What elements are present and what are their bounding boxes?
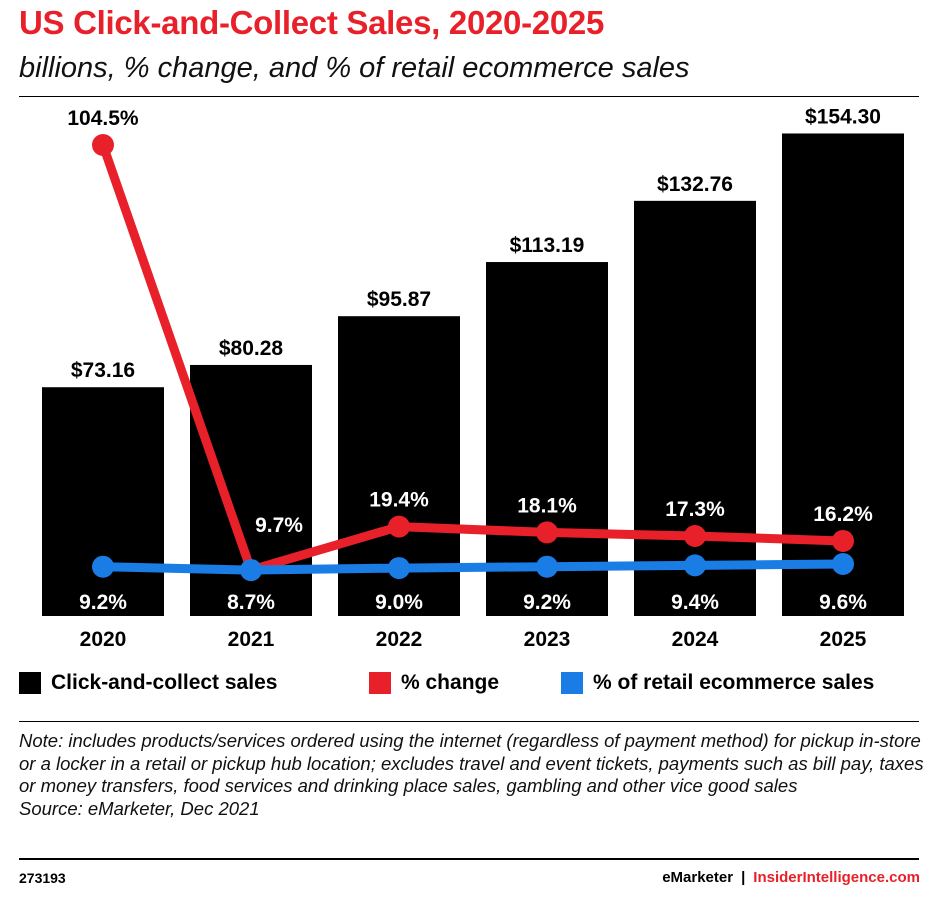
share-line (98, 559, 848, 575)
change-point-2025 (832, 529, 854, 552)
x-tick-label-2025: 2025 (820, 628, 867, 651)
footer-brand: eMarketer | InsiderIntelligence.com (662, 869, 920, 886)
chart-title: US Click-and-Collect Sales, 2020-2025 (19, 4, 605, 41)
x-tick-label-2023: 2023 (524, 628, 571, 651)
chart-plot: $73.16 $80.28 $95.87 $113.19 $132.76 $154.30 2… (42, 105, 904, 651)
legend-swatch-change (369, 672, 391, 694)
bar-label-2023: $113.19 (510, 234, 585, 257)
change-label-2021: 9.7% (255, 514, 303, 537)
share-point-2021 (240, 559, 262, 582)
note-divider (19, 721, 919, 722)
share-label-2023: 9.2% (523, 591, 571, 614)
share-point-2024 (684, 554, 706, 577)
share-point-2020 (92, 555, 114, 578)
change-label-2023: 18.1% (517, 494, 577, 517)
bar-label-2020: $73.16 (71, 359, 135, 382)
share-label-2024: 9.4% (671, 591, 719, 614)
share-label-2025: 9.6% (819, 591, 867, 614)
footer-divider (19, 858, 919, 860)
x-tick-label-2022: 2022 (376, 628, 423, 651)
change-label-2022: 19.4% (369, 489, 429, 512)
share-label-2020: 9.2% (79, 591, 127, 614)
chart-note: Note: includes products/services ordered… (19, 730, 924, 820)
share-point-2023 (536, 555, 558, 578)
change-point-2023 (536, 521, 558, 544)
change-line (98, 140, 848, 575)
legend-label-change: % change (401, 671, 500, 694)
bar-2020 (42, 387, 164, 616)
x-tick-label-2020: 2020 (80, 628, 127, 651)
legend-swatch-share (561, 672, 583, 694)
share-point-2025 (832, 553, 854, 575)
change-label-2020: 104.5% (67, 107, 139, 130)
brand-emarketer: eMarketer (662, 869, 734, 886)
chart-subtitle: billions, % change, and % of retail ecom… (19, 52, 690, 84)
bar-label-2021: $80.28 (219, 337, 284, 360)
bar-2024 (634, 200, 756, 616)
change-point-2020 (92, 134, 114, 156)
share-point-2022 (388, 557, 410, 580)
change-point-2022 (388, 515, 410, 538)
x-tick-label-2021: 2021 (228, 628, 275, 651)
change-label-2024: 17.3% (665, 498, 725, 521)
change-label-2025: 16.2% (813, 503, 873, 526)
legend-label-sales: Click-and-collect sales (51, 671, 278, 694)
legend-label-share: % of retail ecommerce sales (593, 671, 875, 694)
share-label-2022: 9.0% (375, 591, 423, 614)
note-text: Note: includes products/services ordered… (19, 730, 924, 796)
bar-label-2022: $95.87 (367, 288, 431, 311)
legend-item-share: % of retail ecommerce sales (561, 671, 874, 695)
legend-item-change: % change (369, 671, 499, 695)
note-source: Source: eMarketer, Dec 2021 (19, 797, 260, 819)
chart-legend: Click-and-collect sales % change % of re… (19, 671, 924, 701)
brand-insider-intelligence: InsiderIntelligence.com (753, 869, 920, 886)
legend-swatch-sales (19, 672, 41, 694)
top-divider (19, 96, 919, 97)
brand-separator: | (741, 869, 746, 886)
share-label-2021: 8.7% (227, 591, 275, 614)
change-point-2024 (684, 525, 706, 548)
chart-id: 273193 (19, 870, 66, 886)
bar-label-2025: $154.30 (805, 105, 881, 128)
bar-label-2024: $132.76 (657, 173, 733, 196)
x-tick-label-2024: 2024 (672, 628, 719, 651)
legend-item-sales: Click-and-collect sales (19, 671, 277, 695)
